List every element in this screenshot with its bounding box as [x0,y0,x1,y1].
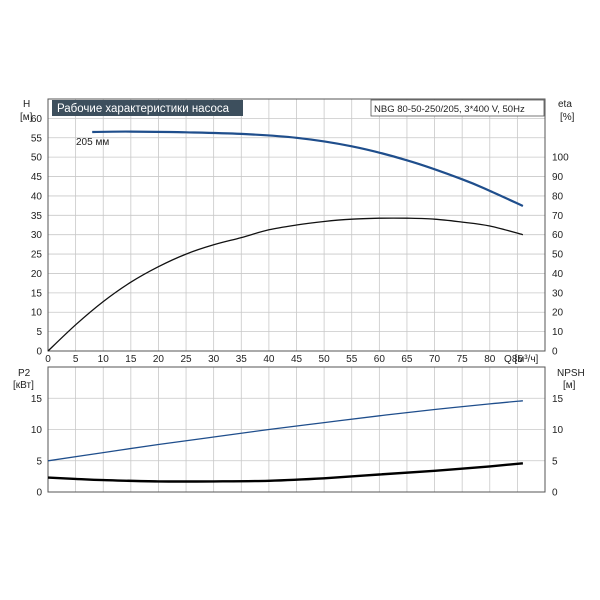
p2-tick-label: 0 [36,488,42,499]
x-tick-label: 20 [153,354,165,365]
y2-tick-label: 50 [552,250,564,261]
efficiency-curve [47,217,524,352]
curves [47,130,524,483]
y2-tick-label: 80 [552,191,564,202]
subtitle-box [370,99,545,117]
top-panel-grid [47,99,545,352]
npsh-curve [47,462,524,483]
npsh-axis-label: NPSH [557,368,585,379]
y2-tick-label: 20 [552,308,564,319]
x-tick-label: 85 [512,354,524,365]
head-curve [92,130,524,208]
npsh-axis-unit: [м] [563,380,576,391]
x-tick-label: 55 [346,354,358,365]
x-tick-label: 65 [401,354,413,365]
y2-tick-label: 70 [552,211,564,222]
y-tick-label: 45 [31,172,43,183]
y-axis-label: H [23,99,30,110]
x-tick-label: 50 [319,354,331,365]
y-tick-label: 15 [31,288,43,299]
y-tick-label: 55 [31,133,43,144]
x-tick-label: 35 [236,354,248,365]
y2-tick-label: 30 [552,288,564,299]
title-box [52,100,243,116]
bottom-panel-frame [47,366,546,493]
chart-subtitle: NBG 80-50-250/205, 3*400 V, 50Hz [374,104,525,115]
power-curve [47,400,523,462]
y2-tick-label: 0 [552,347,558,358]
impeller-diameter-label: 205 мм [76,137,109,148]
y-axis-unit: [м] [20,112,33,123]
y2-tick-label: 40 [552,269,564,280]
x-tick-label: 40 [263,354,275,365]
y-tick-label: 5 [36,327,42,338]
p2-tick-label: 15 [31,394,43,405]
y-tick-label: 20 [31,269,43,280]
p2-tick-label: 10 [31,425,43,436]
y2-tick-label: 90 [552,172,564,183]
y2-tick-label: 10 [552,327,564,338]
y2-tick-label: 60 [552,230,564,241]
tick-labels: 0 5 10 15 20 25 30 35 40 45 50 55 60 65 70 75 80 85051015… [31,114,569,499]
chart-title: Рабочие характеристики насоса [57,103,230,115]
npsh-tick-label: 0 [552,488,558,499]
bottom-panel-grid [47,367,545,493]
y2-axis-label: eta [558,99,572,110]
y-tick-label: 50 [31,153,43,164]
x-tick-label: 60 [374,354,386,365]
npsh-tick-label: 15 [552,394,564,405]
x-tick-label: 75 [457,354,469,365]
x-tick-label: 80 [484,354,496,365]
top-panel-frame [47,98,546,352]
x-tick-label: 45 [291,354,303,365]
p2-axis-label: P2 [18,368,31,379]
y-tick-label: 30 [31,230,43,241]
x-tick-label: 70 [429,354,441,365]
x-tick-label: 15 [125,354,137,365]
y-tick-label: 60 [31,114,43,125]
y-tick-label: 25 [31,250,43,261]
y-tick-label: 0 [36,347,42,358]
y-tick-label: 10 [31,308,43,319]
y-tick-label: 40 [31,191,43,202]
p2-axis-unit: [кВт] [13,380,34,391]
y2-tick-label: 100 [552,153,569,164]
p2-tick-label: 5 [36,456,42,467]
npsh-tick-label: 5 [552,456,558,467]
x-tick-label: 25 [180,354,192,365]
y2-axis-unit: [%] [560,112,575,123]
x-axis-label: Q [м³/ч] [504,354,539,365]
x-tick-label: 5 [73,354,79,365]
x-tick-label: 10 [98,354,110,365]
y-tick-label: 35 [31,211,43,222]
x-tick-label: 30 [208,354,220,365]
x-tick-label: 0 [45,354,51,365]
npsh-tick-label: 10 [552,425,564,436]
